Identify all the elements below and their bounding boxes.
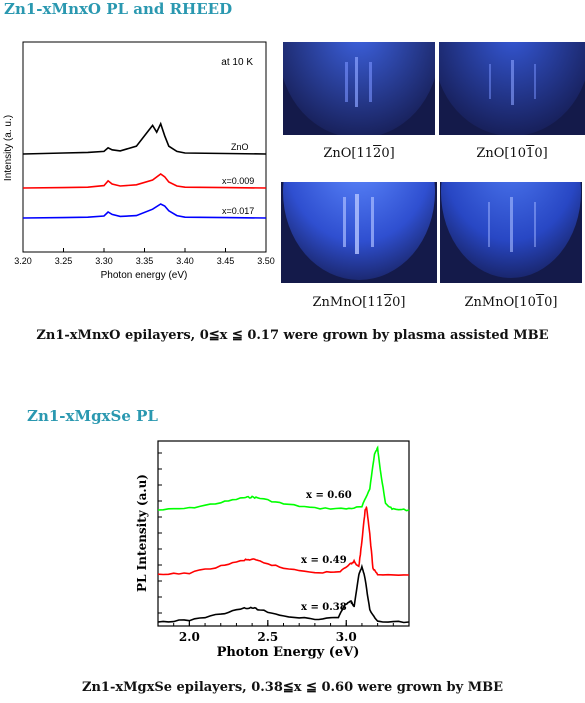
rheed-label-znmno-1120: ZnMnO[1120] (312, 295, 406, 310)
section-title-znmno: Zn1-xMnxO PL and RHEED (4, 0, 233, 18)
x-tick-label: 3.30 (95, 256, 113, 266)
rheed-image-znmno-1010 (440, 182, 582, 283)
x-tick-label: 3.25 (55, 256, 73, 266)
x-tick-label: 3.0 (336, 630, 357, 644)
rheed-image-zno-1120 (283, 42, 435, 135)
caption-znmgse: Zn1-xMgxSe epilayers, 0.38≦x ≦ 0.60 were… (81, 680, 504, 695)
series-line (22, 203, 267, 219)
series-label: x=0.017 (222, 206, 254, 216)
x-tick-label: 2.5 (257, 630, 278, 644)
rheed-label-zno-1010: ZnO[1010] (476, 146, 548, 161)
y-axis-label: Intensity (a. u.) (3, 115, 14, 181)
series-label: x=0.009 (222, 176, 254, 186)
rheed-image-zno-1010 (439, 42, 585, 135)
x-tick-label: 3.20 (14, 256, 32, 266)
series-line (157, 505, 410, 577)
series-label: x = 0.38 (301, 602, 347, 613)
rheed-label-zno-1120: ZnO[1120] (323, 146, 395, 161)
series-line (157, 445, 410, 512)
section-title-znmgse: Zn1-xMgxSe PL (27, 407, 158, 425)
x-axis-label: Photon energy (eV) (101, 270, 188, 281)
y-axis-label: PL Intensity (a.u) (135, 474, 149, 592)
series-line (22, 121, 267, 155)
series-label: x = 0.60 (306, 490, 352, 501)
pl-chart-znmgse: 2.0 2.5 3.0 x = 0.60 x = 0.49 x = 0.38 Photo… (135, 440, 410, 660)
x-tick-label: 2.0 (179, 630, 200, 644)
series-line (157, 563, 410, 624)
series-label: x = 0.49 (301, 555, 347, 566)
x-tick-label: 3.50 (257, 256, 275, 266)
plot-frame (22, 41, 267, 253)
x-tick-label: 3.40 (176, 256, 194, 266)
x-axis-label: Photon Energy (eV) (217, 645, 360, 660)
rheed-label-znmno-1010: ZnMnO[1010] (464, 295, 558, 310)
rheed-image-znmno-1120 (281, 182, 437, 283)
caption-znmno: Zn1-xMnxO epilayers, 0≦x ≦ 0.17 were gro… (36, 328, 549, 343)
annotation-temperature: at 10 K (221, 57, 253, 68)
series-line (22, 173, 267, 189)
pl-chart-znmno: at 10 K ZnO x=0.009 x=0.017 3.20 3.25 3.30 3.… (3, 41, 275, 281)
x-tick-label: 3.45 (217, 256, 235, 266)
series-label: ZnO (231, 142, 249, 152)
x-tick-label: 3.35 (136, 256, 154, 266)
plot-frame (157, 440, 410, 627)
